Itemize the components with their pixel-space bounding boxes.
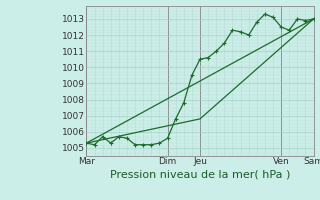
- X-axis label: Pression niveau de la mer( hPa ): Pression niveau de la mer( hPa ): [110, 169, 290, 179]
